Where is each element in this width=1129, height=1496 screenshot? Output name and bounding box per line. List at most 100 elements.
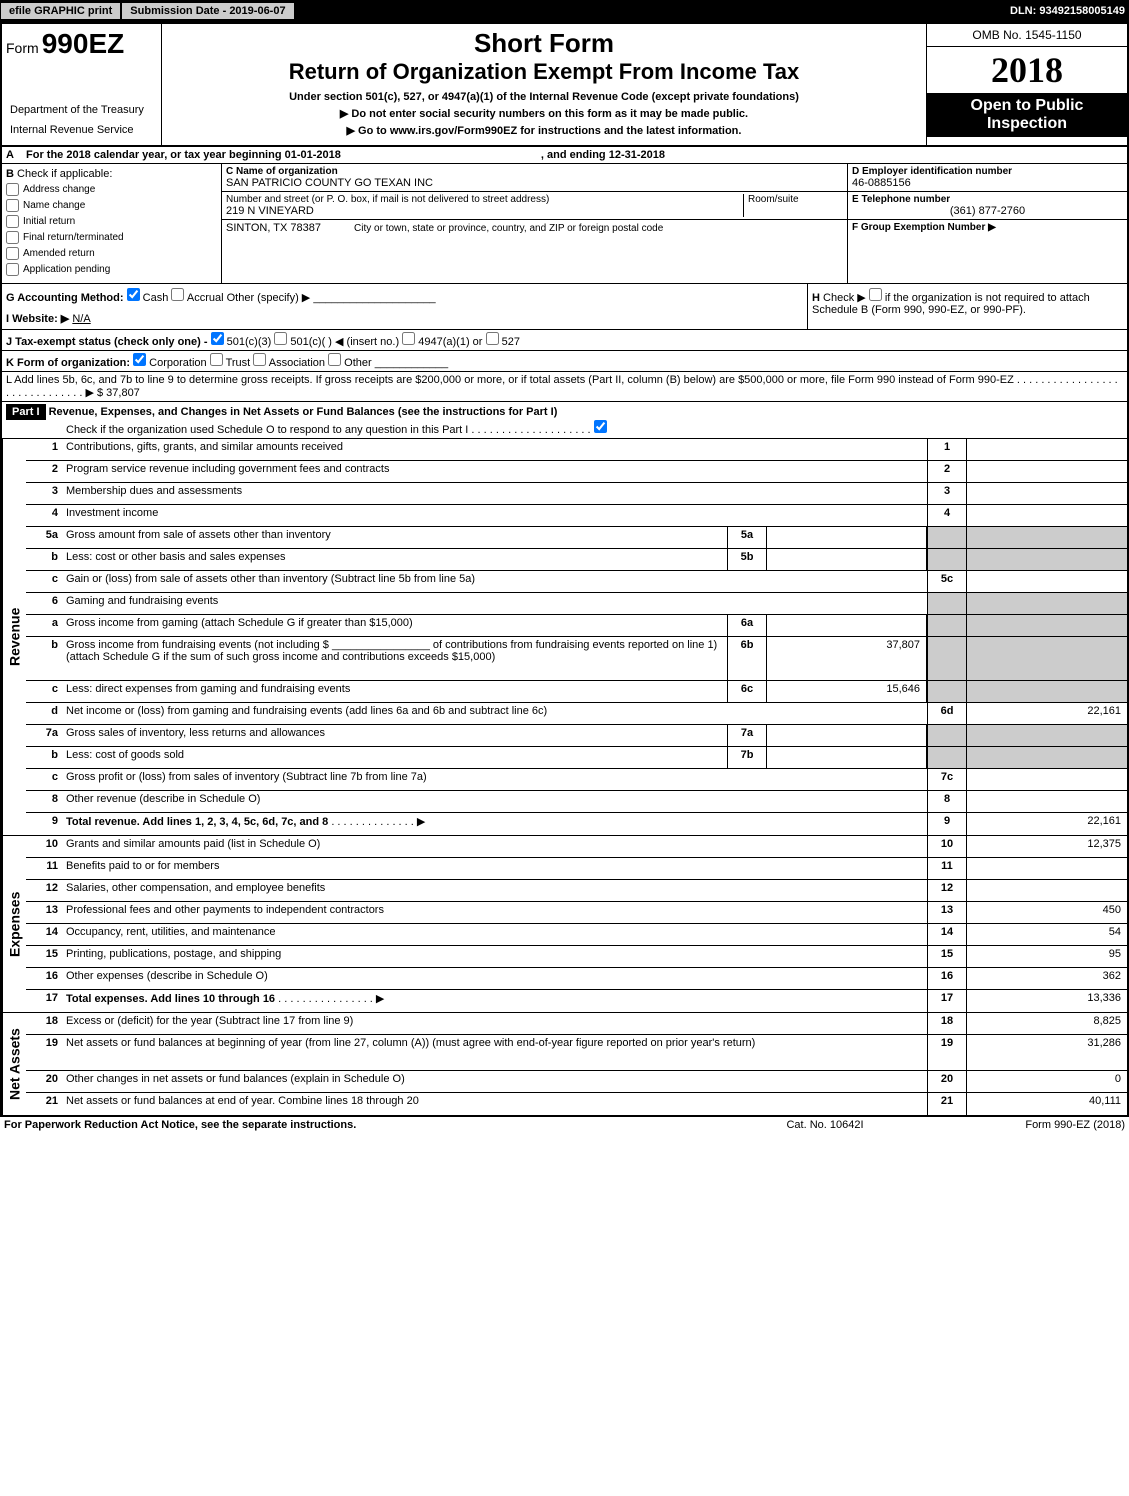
l15-rv: 95 <box>967 946 1127 967</box>
short-form-title: Short Form <box>166 28 922 59</box>
return-title: Return of Organization Exempt From Incom… <box>166 59 922 85</box>
l6b-rn-shaded <box>927 637 967 680</box>
l5c-desc: Gain or (loss) from sale of assets other… <box>62 571 927 592</box>
accrual-label: Accrual <box>187 292 224 304</box>
k-assoc-checkbox[interactable] <box>253 353 266 366</box>
final-return-checkbox[interactable] <box>6 231 19 244</box>
l3-num: 3 <box>26 483 62 504</box>
l18-rv: 8,825 <box>967 1013 1127 1034</box>
l6-num: 6 <box>26 593 62 614</box>
footer-left: For Paperwork Reduction Act Notice, see … <box>4 1119 725 1131</box>
j-501c3-checkbox[interactable] <box>211 332 224 345</box>
row-k: K Form of organization: Corporation Trus… <box>2 351 1127 372</box>
l5b-rn-shaded <box>927 549 967 570</box>
l4-rn: 4 <box>927 505 967 526</box>
accrual-checkbox[interactable] <box>171 288 184 301</box>
l6c-num: c <box>26 681 62 702</box>
l5b-desc: Less: cost or other basis and sales expe… <box>62 549 727 570</box>
l20-desc: Other changes in net assets or fund bala… <box>62 1071 927 1092</box>
l19-desc: Net assets or fund balances at beginning… <box>62 1035 927 1070</box>
k-corp-checkbox[interactable] <box>133 353 146 366</box>
l2-num: 2 <box>26 461 62 482</box>
l9-num: 9 <box>26 813 62 835</box>
initial-return-checkbox[interactable] <box>6 215 19 228</box>
amended-return-label: Amended return <box>23 248 95 259</box>
l4-num: 4 <box>26 505 62 526</box>
section-b: B Check if applicable: Address change Na… <box>2 164 1127 284</box>
j-opt4: 527 <box>502 336 520 348</box>
l11-rv <box>967 858 1127 879</box>
j-4947-checkbox[interactable] <box>402 332 415 345</box>
l10-num: 10 <box>26 836 62 857</box>
initial-return-label: Initial return <box>23 216 75 227</box>
l21-num: 21 <box>26 1093 62 1115</box>
do-not-enter: ▶ Do not enter social security numbers o… <box>166 107 922 120</box>
g-label: G Accounting Method: <box>6 292 124 304</box>
l10-rn: 10 <box>927 836 967 857</box>
l10-desc: Grants and similar amounts paid (list in… <box>62 836 927 857</box>
footer-mid: Cat. No. 10642I <box>725 1119 925 1131</box>
l3-rv <box>967 483 1127 504</box>
application-pending-checkbox[interactable] <box>6 263 19 276</box>
l7a-mn: 7a <box>727 725 767 746</box>
j-527-checkbox[interactable] <box>486 332 499 345</box>
j-501c-checkbox[interactable] <box>274 332 287 345</box>
k-assoc: Association <box>269 357 325 369</box>
l19-num: 19 <box>26 1035 62 1070</box>
l5b-num: b <box>26 549 62 570</box>
h-checkbox[interactable] <box>869 288 882 301</box>
l11-desc: Benefits paid to or for members <box>62 858 927 879</box>
l6a-rv-shaded <box>967 615 1127 636</box>
l6d-num: d <box>26 703 62 724</box>
header-mid: Short Form Return of Organization Exempt… <box>162 24 927 145</box>
l12-num: 12 <box>26 880 62 901</box>
l14-rv: 54 <box>967 924 1127 945</box>
l7a-rv-shaded <box>967 725 1127 746</box>
amended-return-checkbox[interactable] <box>6 247 19 260</box>
footer-right: Form 990-EZ (2018) <box>925 1119 1125 1131</box>
l5a-rv-shaded <box>967 527 1127 548</box>
k-other-checkbox[interactable] <box>328 353 341 366</box>
row-a-label: A <box>6 149 26 161</box>
netassets-section: Net Assets 18Excess or (deficit) for the… <box>2 1013 1127 1115</box>
l7a-rn-shaded <box>927 725 967 746</box>
l12-rv <box>967 880 1127 901</box>
name-change-label: Name change <box>23 200 85 211</box>
l5a-rn-shaded <box>927 527 967 548</box>
l7b-desc: Less: cost of goods sold <box>62 747 727 768</box>
l5c-rv <box>967 571 1127 592</box>
l5a-desc: Gross amount from sale of assets other t… <box>62 527 727 548</box>
name-change-checkbox[interactable] <box>6 199 19 212</box>
l6b-rv-shaded <box>967 637 1127 680</box>
l7c-num: c <box>26 769 62 790</box>
phone-value: (361) 877-2760 <box>852 205 1123 217</box>
cash-checkbox[interactable] <box>127 288 140 301</box>
submission-date: Submission Date - 2019-06-07 <box>121 2 294 20</box>
l6b-num: b <box>26 637 62 680</box>
l5b-mn: 5b <box>727 549 767 570</box>
revenue-side-label: Revenue <box>2 439 26 835</box>
l10-rv: 12,375 <box>967 836 1127 857</box>
form-container: Form 990EZ Department of the Treasury In… <box>0 22 1129 1117</box>
l15-rn: 15 <box>927 946 967 967</box>
form-number: 990EZ <box>42 28 125 59</box>
gh-right: H Check ▶ if the organization is not req… <box>807 284 1127 329</box>
efile-print-button[interactable]: efile GRAPHIC print <box>0 2 121 20</box>
address-change-checkbox[interactable] <box>6 183 19 196</box>
j-label: J Tax-exempt status (check only one) - <box>6 336 208 348</box>
l6c-mn: 6c <box>727 681 767 702</box>
l14-num: 14 <box>26 924 62 945</box>
l6a-rn-shaded <box>927 615 967 636</box>
l21-desc: Net assets or fund balances at end of ye… <box>62 1093 927 1115</box>
part1-schedule-o-checkbox[interactable] <box>594 420 607 433</box>
l1-rv <box>967 439 1127 460</box>
l7b-rn-shaded <box>927 747 967 768</box>
expenses-section: Expenses 10Grants and similar amounts pa… <box>2 836 1127 1013</box>
dept-irs: Internal Revenue Service <box>6 120 157 140</box>
expenses-body: 10Grants and similar amounts paid (list … <box>26 836 1127 1012</box>
l6d-rv: 22,161 <box>967 703 1127 724</box>
k-trust-checkbox[interactable] <box>210 353 223 366</box>
l-amount: ▶ $ 37,807 <box>85 387 139 399</box>
goto-link[interactable]: ▶ Go to www.irs.gov/Form990EZ for instru… <box>166 124 922 137</box>
l5c-rn: 5c <box>927 571 967 592</box>
